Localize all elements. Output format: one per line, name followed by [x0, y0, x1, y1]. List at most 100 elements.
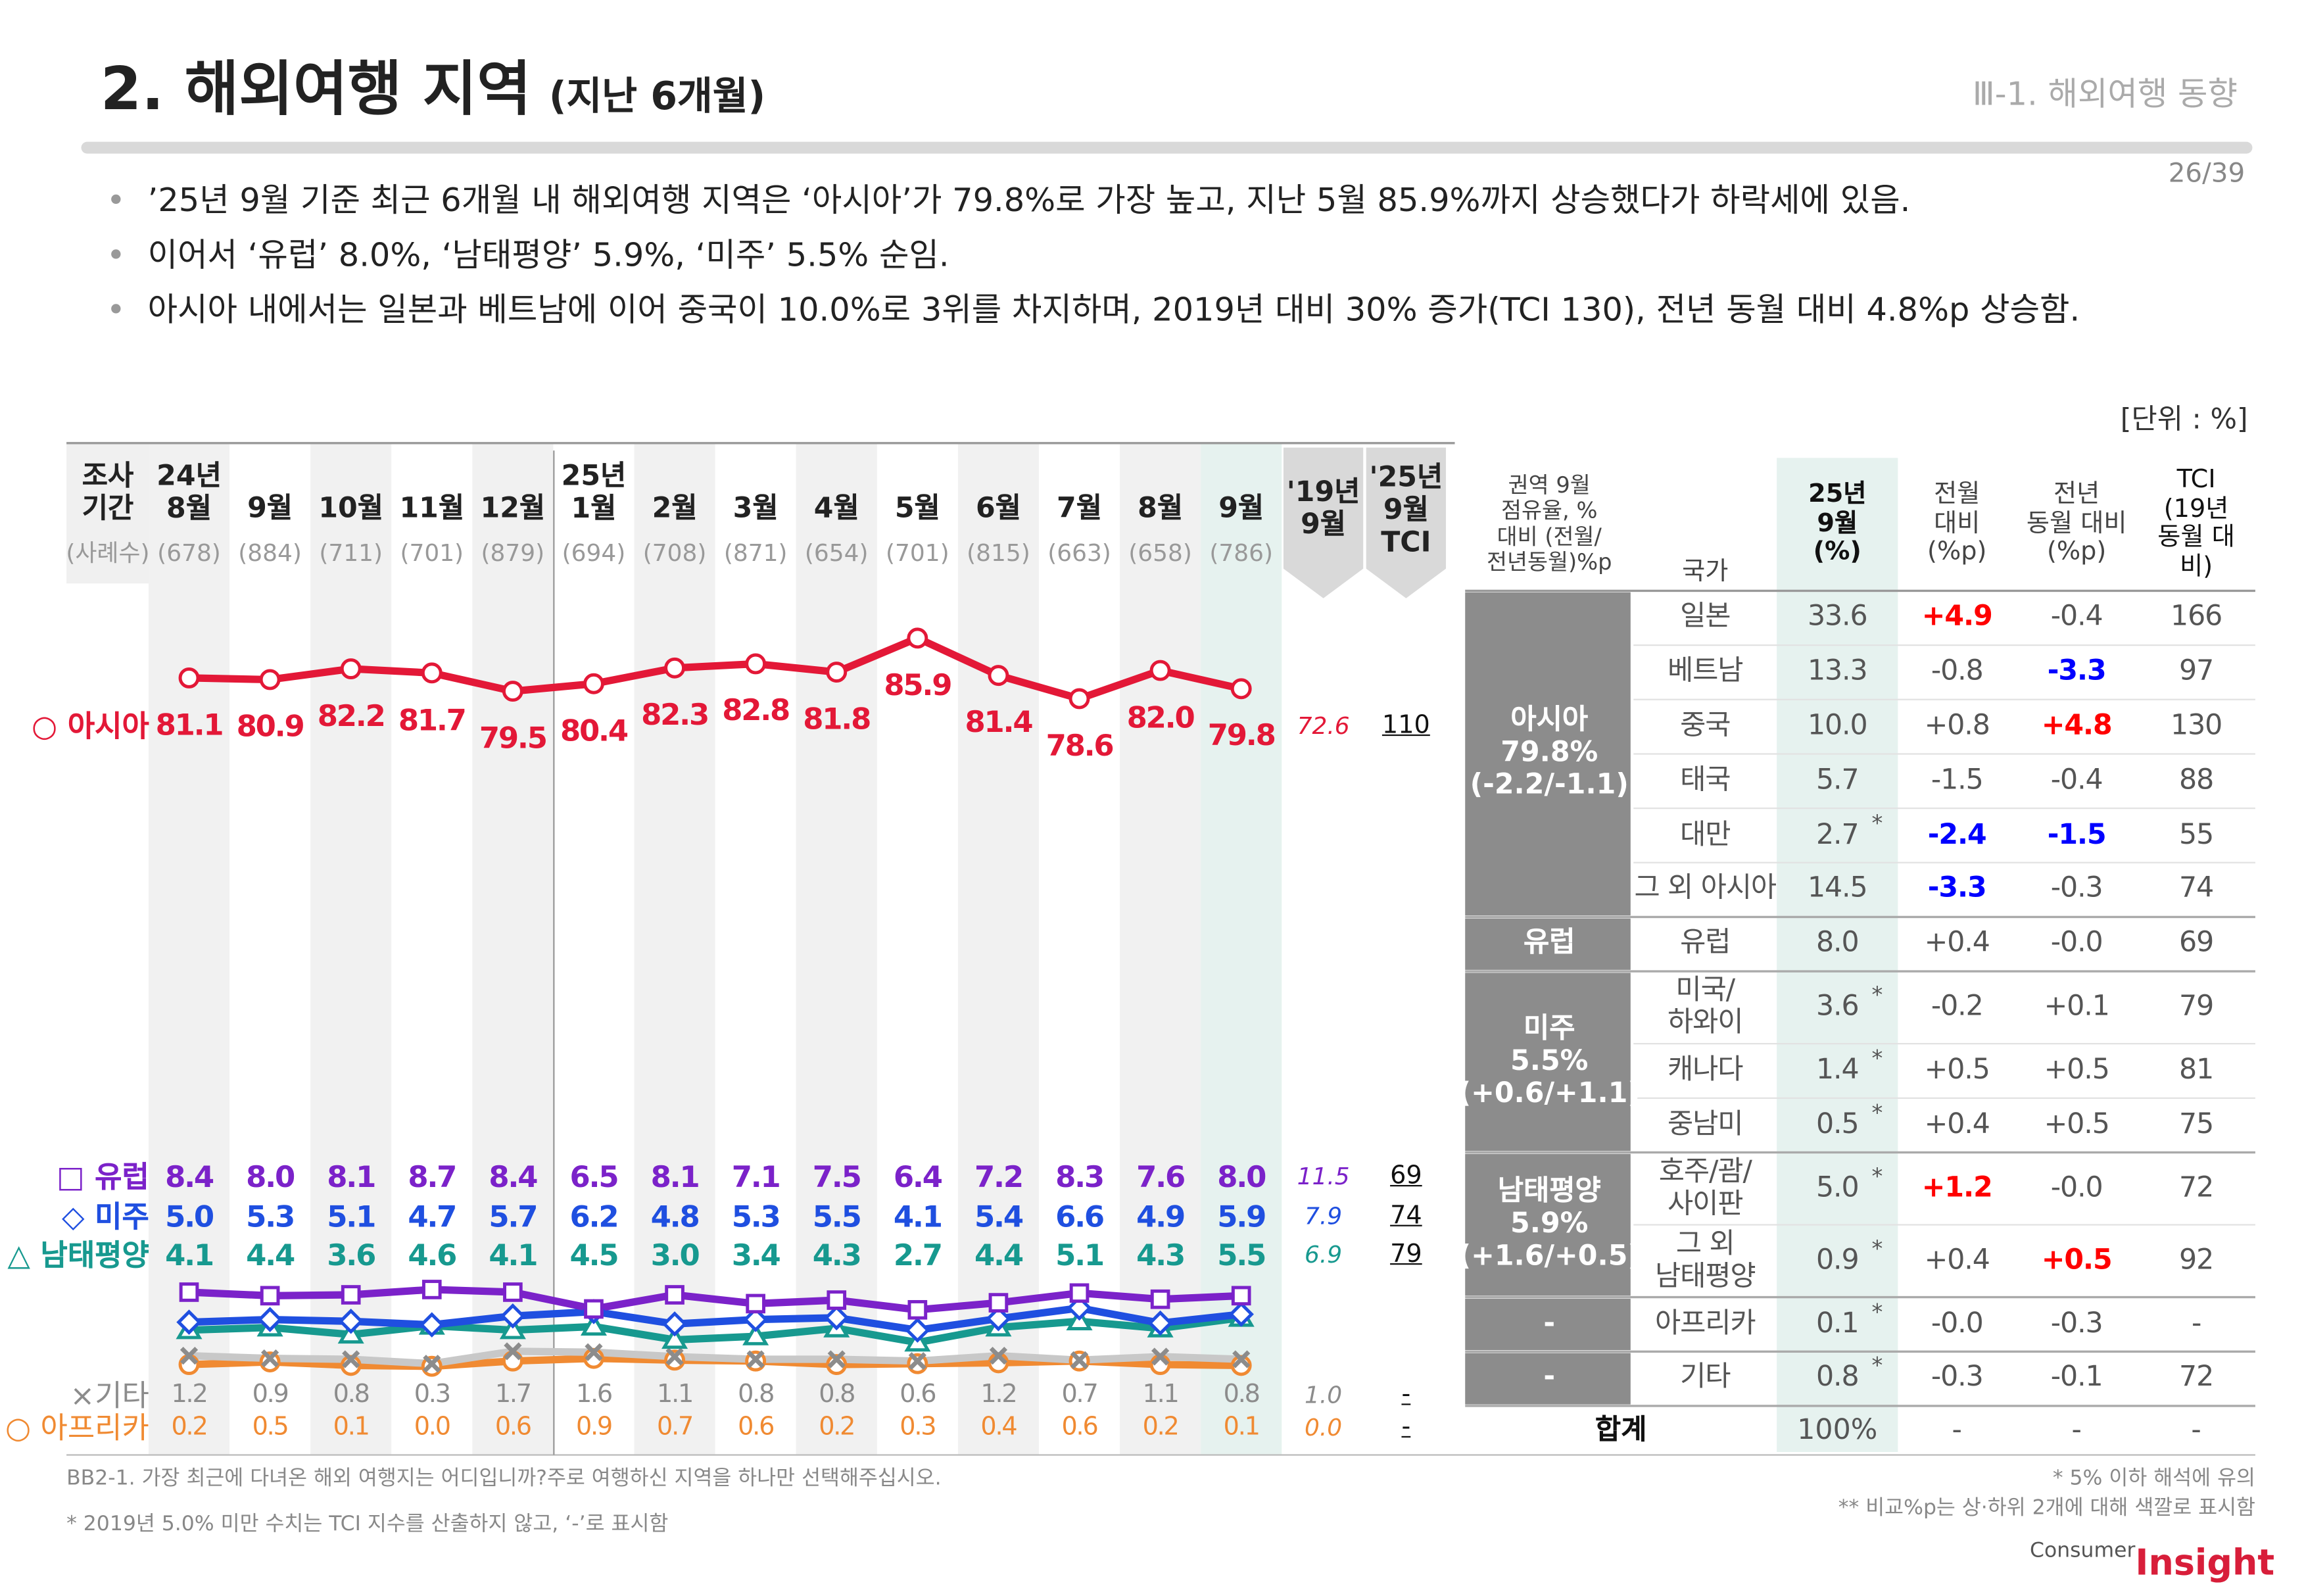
- data-label: 81.4: [965, 704, 1033, 740]
- table-cell: -0.4: [2050, 763, 2103, 796]
- marker: [580, 1313, 607, 1336]
- series-line: [189, 1347, 1241, 1368]
- ref-value: 6.9: [1305, 1240, 1343, 1269]
- series-line: [189, 1304, 1242, 1334]
- table-cell: +0.5: [1924, 1053, 1990, 1086]
- table-cell: 79: [2179, 990, 2214, 1023]
- x-tick-label: 6월: [975, 492, 1021, 525]
- data-label: 7.2: [974, 1159, 1024, 1195]
- data-label: 8.7: [408, 1159, 457, 1195]
- title: 2. 해외여행 지역: [100, 56, 531, 124]
- marker: [503, 1282, 523, 1302]
- series-line: [189, 634, 1242, 703]
- period-header: 조사 기간: [82, 460, 134, 525]
- data-label: 0.3: [900, 1412, 936, 1442]
- table-cell: -1.5: [2047, 817, 2107, 851]
- table-cell: -0.8: [1931, 654, 1984, 688]
- data-label: 0.6: [900, 1380, 936, 1410]
- data-label: 0.0: [414, 1412, 451, 1442]
- sample-size: (786): [1209, 539, 1274, 568]
- data-label: 6.6: [1055, 1198, 1105, 1234]
- legend-entry: △ 남태평양: [7, 1237, 149, 1273]
- sample-size: (678): [157, 539, 221, 568]
- table-cell: +4.9: [1921, 600, 1993, 633]
- data-label: 0.5: [252, 1412, 289, 1442]
- marker: [826, 1354, 848, 1375]
- table-cell: 75: [2179, 1107, 2214, 1140]
- data-label: 4.1: [165, 1237, 214, 1273]
- table-cell: 130: [2171, 709, 2222, 742]
- group-label: -: [1543, 1307, 1556, 1340]
- data-label: 0.2: [819, 1412, 855, 1442]
- logo-small: Consumer: [2030, 1539, 2136, 1563]
- data-label: 79.5: [479, 719, 548, 756]
- marker: [259, 1351, 281, 1372]
- ref-value: 7.9: [1305, 1201, 1343, 1230]
- legend-entry: □ 유럽: [57, 1159, 149, 1195]
- table-cell: 92: [2179, 1243, 2214, 1276]
- data-label: 82.2: [317, 697, 386, 733]
- table-cell: 0.1: [1816, 1307, 1860, 1340]
- x-tick-label: 24년 8월: [156, 460, 222, 525]
- marker: [988, 1293, 1009, 1313]
- ref-value: 11.5: [1297, 1162, 1350, 1190]
- table-cell: -0.3: [2050, 872, 2103, 905]
- table-cell: 일본: [1680, 600, 1731, 633]
- marker: [746, 1294, 765, 1314]
- marker: [746, 1350, 765, 1368]
- table-cell: 100%: [1797, 1414, 1878, 1447]
- sample-size: (701): [885, 539, 949, 568]
- series-line: [189, 1314, 1242, 1347]
- data-label: 1.1: [657, 1380, 694, 1410]
- sample-size: (815): [967, 539, 1030, 568]
- data-label: 8.1: [327, 1159, 376, 1195]
- table-cell: 13.3: [1807, 654, 1868, 688]
- data-label: 85.9: [884, 667, 952, 703]
- share-col-bg: [1777, 458, 1898, 1453]
- marker: [664, 657, 686, 679]
- marker: [257, 1307, 283, 1332]
- table-cell: 미국/ 하와이: [1668, 973, 1744, 1039]
- data-label: 4.5: [569, 1237, 619, 1273]
- table-cell: 97: [2179, 654, 2214, 688]
- sample-size: (871): [723, 539, 788, 568]
- data-label: 5.0: [165, 1198, 214, 1234]
- data-label: 1.2: [171, 1380, 208, 1410]
- marker: [664, 1349, 686, 1371]
- column-shade: [796, 443, 877, 1455]
- tci-value: -: [1401, 1380, 1411, 1410]
- data-label: 5.5: [1217, 1237, 1266, 1273]
- logo-big: Insight: [2135, 1541, 2275, 1583]
- group-label: 남태평양 5.9% (+1.6/+0.5): [1458, 1174, 1641, 1272]
- group-cell: [1465, 592, 1631, 916]
- table-cell: -0.0: [1931, 1307, 1984, 1340]
- column-shade: [957, 443, 1039, 1455]
- table-cell: -: [2191, 1414, 2201, 1447]
- data-label: 2.7: [893, 1237, 943, 1273]
- marker: [1232, 1350, 1251, 1368]
- data-label: 1.7: [494, 1380, 532, 1410]
- marker: [988, 665, 1009, 687]
- x-tick-label: 4월: [813, 492, 859, 525]
- marker: [341, 1285, 361, 1305]
- table-cell: -0.0: [2050, 1171, 2103, 1204]
- table-header: TCI (19년 동월 대비): [2157, 465, 2235, 581]
- marker: [585, 1343, 603, 1361]
- group-cell: [1465, 1153, 1631, 1296]
- bullet: ’25년 9월 기준 최근 6개월 내 해외여행 지역은 ‘아시아’가 79.8…: [107, 174, 2204, 229]
- table-cell: 81: [2179, 1053, 2214, 1086]
- tci-value: 79: [1390, 1240, 1422, 1269]
- group-label: 아시아 79.8% (-2.2/-1.1): [1470, 704, 1629, 802]
- data-label: 0.1: [333, 1412, 370, 1442]
- sample-header: (사례수): [66, 539, 150, 568]
- table-cell: +0.1: [2044, 990, 2110, 1023]
- marker: [1231, 1286, 1251, 1306]
- table-cell: 55: [2179, 817, 2214, 851]
- table-cell: -0.3: [1931, 1361, 1984, 1394]
- data-label: 3.4: [731, 1237, 781, 1273]
- table-cell: 캐나다: [1668, 1053, 1744, 1086]
- data-label: 4.3: [1136, 1237, 1186, 1273]
- data-label: 5.5: [812, 1198, 862, 1234]
- table-cell: 중남미: [1668, 1107, 1744, 1140]
- ref-value: 72.6: [1297, 712, 1350, 740]
